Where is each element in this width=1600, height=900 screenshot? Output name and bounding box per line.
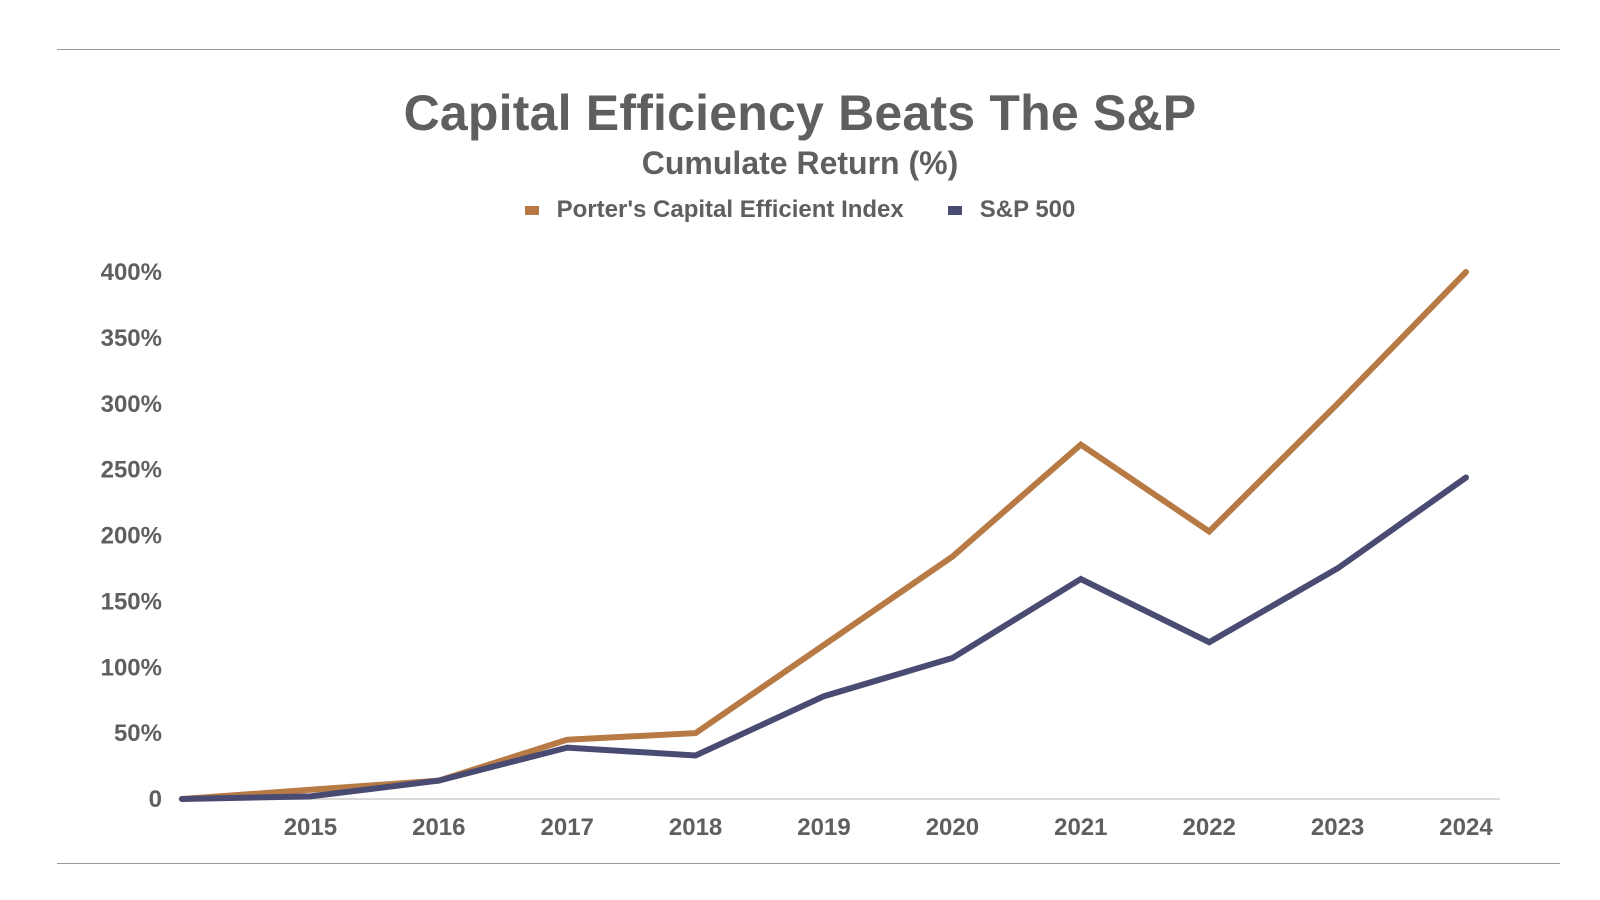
x-tick-label: 2024 <box>1439 814 1493 841</box>
y-tick-label: 100% <box>101 654 162 681</box>
data-point-porters-index <box>1335 401 1341 407</box>
data-point-porters-index <box>693 730 699 736</box>
legend-item-sp500: S&P 500 <box>947 196 1076 224</box>
legend-label-porters-index: Porter's Capital Efficient Index <box>556 196 904 223</box>
x-tick-label: 2017 <box>541 814 594 841</box>
legend-swatch-porters-index <box>524 205 539 215</box>
top-divider <box>57 49 1560 50</box>
x-tick-label: 2023 <box>1311 814 1364 841</box>
data-point-porters-index <box>949 554 955 560</box>
data-point-sp500 <box>1335 565 1341 571</box>
data-point-sp500 <box>179 796 185 802</box>
y-tick-label: 250% <box>101 457 162 484</box>
y-tick-label: 0 <box>149 786 162 813</box>
data-point-sp500 <box>821 693 827 699</box>
x-tick-label: 2018 <box>669 814 722 841</box>
data-point-sp500 <box>693 753 699 759</box>
data-point-porters-index <box>564 737 570 743</box>
legend-item-porters-index: Porter's Capital Efficient Index <box>524 196 904 224</box>
chart-title: Capital Efficiency Beats The S&P <box>403 85 1197 141</box>
legend-swatch-sp500 <box>947 205 962 215</box>
x-tick-label: 2016 <box>412 814 465 841</box>
x-tick-label: 2021 <box>1054 814 1107 841</box>
data-point-sp500 <box>436 778 442 784</box>
data-point-sp500 <box>1078 576 1084 582</box>
x-tick-label: 2020 <box>926 814 979 841</box>
data-point-sp500 <box>949 655 955 661</box>
data-point-sp500 <box>1463 475 1469 481</box>
y-tick-label: 50% <box>114 720 162 747</box>
data-point-porters-index <box>1463 269 1469 275</box>
legend-label-sp500: S&P 500 <box>979 196 1076 223</box>
y-tick-label: 300% <box>101 391 162 418</box>
series-line-porters-index <box>179 269 1469 802</box>
data-point-sp500 <box>307 793 313 799</box>
chart-subtitle: Cumulate Return (%) <box>641 145 959 181</box>
data-point-porters-index <box>821 642 827 648</box>
data-point-porters-index <box>307 787 313 793</box>
y-tick-label: 350% <box>101 325 162 352</box>
data-point-porters-index <box>1206 529 1212 535</box>
bottom-divider <box>57 863 1560 864</box>
x-tick-label: 2015 <box>284 814 337 841</box>
chart-legend: Porter's Capital Efficient Index S&P 500 <box>0 196 1600 224</box>
data-point-sp500 <box>564 745 570 751</box>
data-point-sp500 <box>1206 639 1212 645</box>
x-tick-label: 2022 <box>1183 814 1236 841</box>
y-tick-label: 400% <box>101 259 162 286</box>
y-tick-label: 150% <box>101 588 162 615</box>
data-point-porters-index <box>1078 442 1084 448</box>
series-line-sp500 <box>179 474 1469 802</box>
y-tick-label: 200% <box>101 523 162 550</box>
x-tick-label: 2019 <box>797 814 850 841</box>
